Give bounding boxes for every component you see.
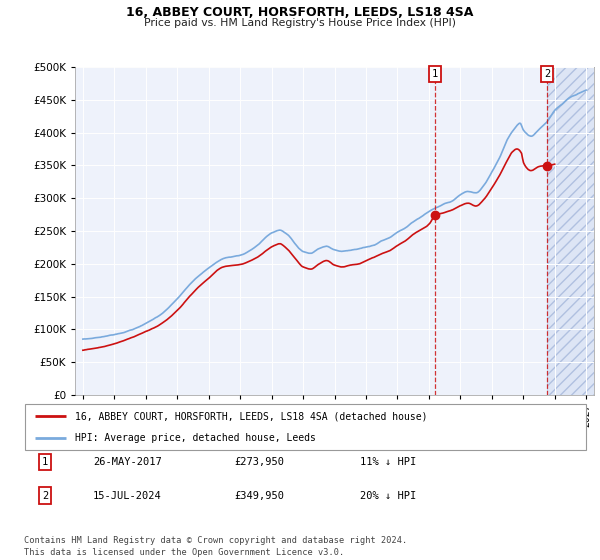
Text: HPI: Average price, detached house, Leeds: HPI: Average price, detached house, Leed… (75, 433, 316, 443)
Text: 16, ABBEY COURT, HORSFORTH, LEEDS, LS18 4SA (detached house): 16, ABBEY COURT, HORSFORTH, LEEDS, LS18 … (75, 411, 427, 421)
Text: 2: 2 (544, 69, 551, 79)
FancyBboxPatch shape (25, 404, 586, 450)
Text: 1: 1 (432, 69, 438, 79)
Bar (547, 67, 594, 395)
Text: 16, ABBEY COURT, HORSFORTH, LEEDS, LS18 4SA: 16, ABBEY COURT, HORSFORTH, LEEDS, LS18 … (127, 6, 473, 18)
Text: 2: 2 (42, 491, 48, 501)
Text: Contains HM Land Registry data © Crown copyright and database right 2024.
This d: Contains HM Land Registry data © Crown c… (24, 536, 407, 557)
Text: 15-JUL-2024: 15-JUL-2024 (93, 491, 162, 501)
Text: 26-MAY-2017: 26-MAY-2017 (93, 457, 162, 467)
Text: 1: 1 (42, 457, 48, 467)
Text: Price paid vs. HM Land Registry's House Price Index (HPI): Price paid vs. HM Land Registry's House … (144, 18, 456, 28)
Bar (547, 67, 594, 395)
Text: 11% ↓ HPI: 11% ↓ HPI (360, 457, 416, 467)
Text: £273,950: £273,950 (234, 457, 284, 467)
Text: 20% ↓ HPI: 20% ↓ HPI (360, 491, 416, 501)
Text: £349,950: £349,950 (234, 491, 284, 501)
